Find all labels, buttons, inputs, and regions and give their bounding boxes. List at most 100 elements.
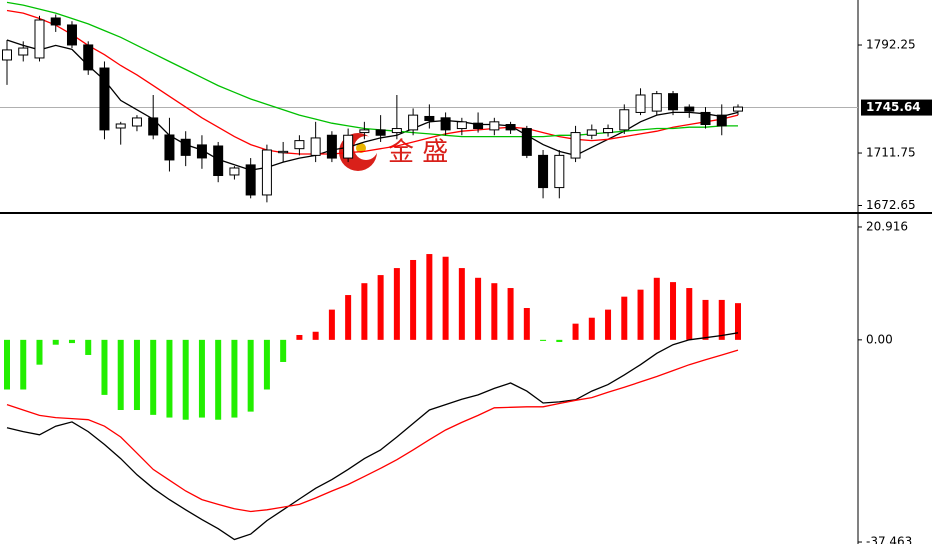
y-tick-label: -37.463 — [866, 535, 912, 544]
candle-body — [684, 106, 695, 112]
histogram-bar — [280, 339, 287, 362]
candle-body — [521, 128, 532, 156]
histogram-bar — [20, 339, 27, 390]
candle-body — [294, 140, 305, 150]
candle-body — [375, 129, 386, 136]
histogram-bar — [198, 339, 205, 418]
histogram-bar — [507, 288, 514, 340]
candle-body — [619, 109, 630, 131]
histogram-bar — [85, 339, 92, 355]
histogram-bar — [52, 339, 59, 345]
histogram-bar — [637, 289, 644, 340]
histogram-bar — [540, 339, 547, 341]
histogram-bar — [491, 283, 498, 340]
macd-line — [6, 349, 739, 513]
candle-body — [700, 111, 711, 126]
y-tick-label: 20.916 — [866, 219, 908, 233]
candle-body — [440, 117, 451, 131]
candle-body — [261, 149, 272, 196]
candle-body — [99, 67, 110, 131]
histogram-bar — [117, 339, 124, 411]
y-tick-label: 0.00 — [866, 332, 893, 346]
candle-body — [50, 17, 61, 26]
candle-body — [18, 47, 29, 56]
candle-body — [635, 94, 646, 113]
histogram-bar — [4, 339, 10, 390]
candle-body — [473, 122, 484, 130]
candle-body — [408, 114, 419, 131]
histogram-bar — [653, 277, 660, 340]
moving-average-line — [6, 39, 739, 171]
candle-body — [586, 129, 597, 136]
histogram-bar — [36, 339, 43, 365]
histogram-bar — [312, 331, 319, 340]
histogram-bar — [166, 339, 173, 418]
histogram-bar — [247, 339, 254, 412]
histogram-bar — [263, 339, 270, 390]
histogram-bar — [605, 309, 612, 340]
candle-body — [34, 19, 45, 59]
histogram-bar — [523, 308, 530, 340]
candle-body — [391, 128, 402, 134]
histogram-bar — [377, 275, 384, 340]
candle-body — [229, 167, 240, 176]
current-price-label: 1745.64 — [866, 100, 921, 114]
histogram-bar — [475, 277, 482, 340]
candle-body — [668, 93, 679, 111]
histogram-bar — [621, 296, 628, 340]
histogram-bar — [718, 299, 725, 340]
candle-body — [148, 117, 159, 136]
moving-average-line — [6, 9, 739, 155]
histogram-bar — [572, 323, 579, 340]
histogram-bar — [182, 339, 189, 420]
candle-body — [2, 49, 12, 61]
histogram-bar — [296, 334, 303, 340]
histogram-bar — [393, 268, 400, 340]
histogram-bar — [101, 339, 108, 395]
candle-body — [716, 114, 727, 127]
histogram-bar — [328, 309, 335, 340]
histogram-bar — [686, 288, 693, 340]
y-tick-label: 1792.25 — [866, 38, 916, 52]
y-tick-label: 1711.75 — [866, 146, 916, 160]
candle-body — [310, 137, 321, 156]
candle-body — [456, 121, 467, 130]
histogram-bar — [345, 295, 352, 340]
histogram-bar — [556, 339, 563, 343]
candle-body — [213, 145, 224, 177]
candle-body — [424, 115, 435, 121]
logo-dot — [356, 143, 366, 153]
candle-body — [651, 93, 662, 112]
histogram-bar — [670, 282, 677, 340]
candle-body — [489, 121, 500, 131]
macd-line — [6, 332, 739, 541]
candle-body — [131, 117, 142, 127]
candle-body — [554, 154, 565, 189]
candle-body — [359, 129, 370, 134]
histogram-bar — [361, 283, 368, 340]
candle-body — [343, 134, 354, 159]
histogram-bar — [702, 299, 709, 340]
watermark-text: 金 盛 — [388, 138, 448, 168]
histogram-bar — [231, 339, 238, 418]
candle-body — [196, 144, 207, 159]
y-tick-label: 1672.65 — [866, 198, 916, 212]
histogram-bar — [410, 259, 417, 340]
candle-body — [66, 24, 77, 46]
histogram-bar — [735, 303, 741, 340]
candle-body — [245, 164, 256, 196]
histogram-bar — [215, 339, 222, 420]
candle-body — [538, 154, 549, 189]
candle-body — [115, 123, 126, 129]
histogram-bar — [442, 256, 449, 340]
candle-body — [570, 132, 581, 159]
histogram-bar — [426, 254, 433, 340]
candle-body — [505, 124, 516, 131]
current-price-box — [861, 99, 932, 116]
candle-body — [603, 128, 614, 134]
histogram-bar — [133, 339, 140, 411]
histogram-bar — [150, 339, 157, 415]
histogram-bar — [588, 317, 595, 340]
